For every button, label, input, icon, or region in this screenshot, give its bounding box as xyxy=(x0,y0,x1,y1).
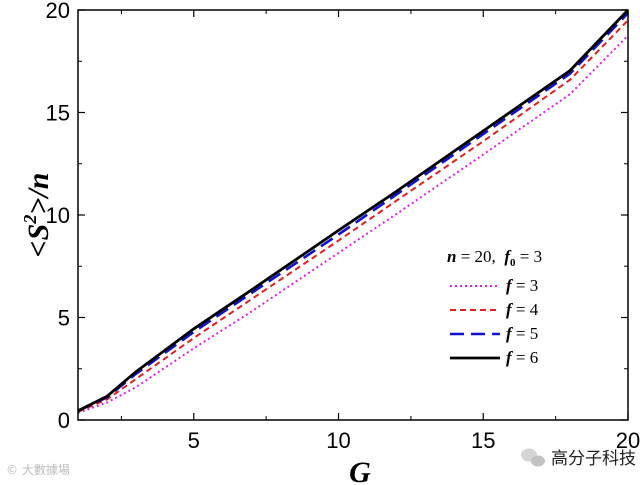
wechat-icon xyxy=(521,448,545,467)
plot-marks xyxy=(77,9,630,414)
legend-header-n-value: = 20, xyxy=(456,247,504,266)
plot-frame xyxy=(77,9,629,421)
legend-label-sym: f xyxy=(506,276,514,295)
legend-label-value: = 5 xyxy=(512,324,539,343)
legend: n = 20, f0 = 3 f = 3f = 4f = 5f = 6 xyxy=(447,247,542,367)
x-tick-label: 10 xyxy=(326,428,350,453)
axis-ticks: 5 10 15 20 0 5 10 15 20 xyxy=(46,0,640,453)
legend-label-sym: f xyxy=(506,324,514,343)
y-axis-open: < xyxy=(22,240,55,257)
series-line-f6 xyxy=(77,9,630,413)
series-line-f4 xyxy=(77,19,629,413)
legend-label: f = 6 xyxy=(506,348,538,367)
legend-label-value: = 6 xyxy=(512,348,539,367)
y-tick-label: 0 xyxy=(58,408,70,433)
legend-label-sym: f xyxy=(506,300,514,319)
legend-label: f = 3 xyxy=(506,276,538,295)
y-axis-close: >/ xyxy=(22,187,55,215)
legend-header-n: n xyxy=(447,247,456,266)
legend-header: n = 20, f0 = 3 xyxy=(447,247,542,269)
y-tick-label: 10 xyxy=(46,203,70,228)
y-tick-label: 20 xyxy=(46,0,70,23)
x-tick-label: 15 xyxy=(471,428,495,453)
y-axis-title: <S2>/n xyxy=(20,173,55,258)
legend-header-f0-value: = 3 xyxy=(515,247,542,266)
series-line-f3 xyxy=(77,34,629,414)
x-tick-label: 20 xyxy=(616,428,640,453)
y-tick-label: 15 xyxy=(46,101,70,126)
x-axis-title: G xyxy=(349,456,371,485)
watermark-right-text: 高分子科技 xyxy=(551,449,636,469)
legend-label: f = 4 xyxy=(506,300,539,319)
legend-header-f0-sub: 0 xyxy=(510,257,516,269)
y-tick-label: 5 xyxy=(58,306,70,331)
legend-label-value: = 3 xyxy=(512,276,539,295)
y-axis-sup: 2 xyxy=(20,215,40,225)
legend-label-value: = 4 xyxy=(512,300,539,319)
y-axis-var: S xyxy=(22,224,55,241)
watermark-left: © 大數據場 xyxy=(6,463,70,477)
series-line-f5 xyxy=(77,12,629,412)
y-axis-tail: n xyxy=(22,173,55,190)
watermark-right: 高分子科技 xyxy=(521,448,636,469)
x-tick-label: 5 xyxy=(188,428,200,453)
legend-items: f = 3f = 4f = 5f = 6 xyxy=(450,276,539,367)
legend-label-sym: f xyxy=(506,348,514,367)
legend-label: f = 5 xyxy=(506,324,538,343)
legend-header-f0: f xyxy=(504,247,512,266)
